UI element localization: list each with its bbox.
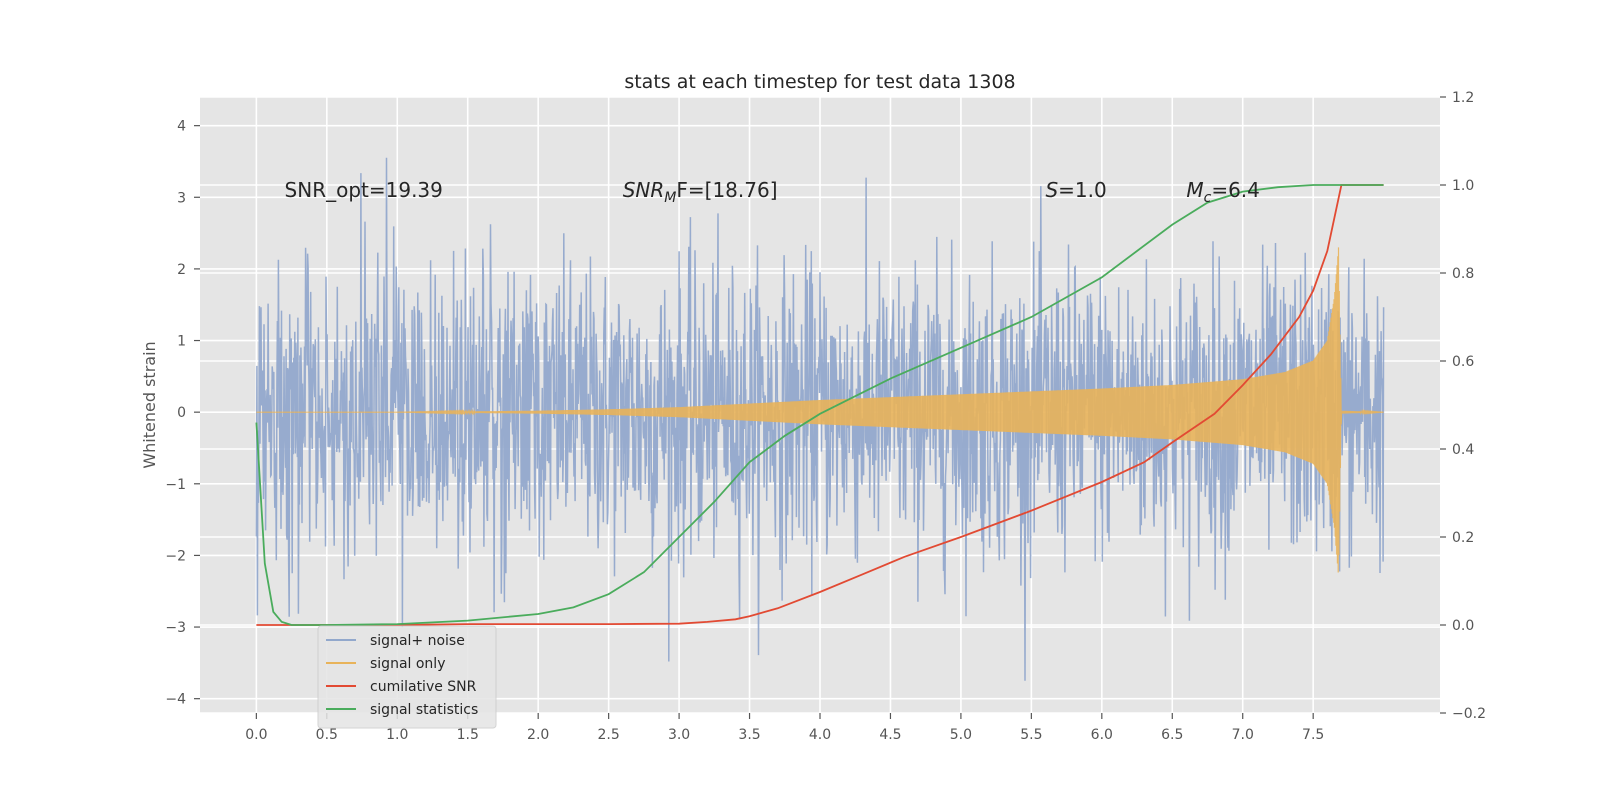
right-axis: −0.2 0.0 0.2 0.4 0.6 0.8 1.0 1.2 [1440, 90, 1486, 722]
y-axis-label: Whitened strain [140, 341, 159, 468]
x-tick-label: 6.5 [1161, 727, 1183, 743]
series-cumilative-snr-line [256, 184, 1384, 626]
left-axis: −4 −3 −2 −1 0 1 2 3 4 [165, 119, 200, 708]
annotation-text: Mc=6.4 [1186, 178, 1260, 206]
series-signal-noise-line [255, 157, 1385, 681]
y-tick-label: 1 [177, 334, 186, 350]
y2-tick-label: 0.4 [1452, 442, 1474, 458]
x-tick-label: 1.0 [386, 727, 408, 743]
y-tick-label: 3 [177, 190, 186, 206]
x-tick-label: 5.5 [1020, 727, 1042, 743]
x-tick-label: 3.5 [738, 727, 760, 743]
x-tick-label: 1.5 [457, 727, 479, 743]
x-tick-label: 4.5 [879, 727, 901, 743]
annotation-text: SNR_opt=19.39 [285, 178, 443, 202]
legend-label: cumilative SNR [370, 679, 477, 695]
x-tick-label: 2.0 [527, 727, 549, 743]
x-tick-label: 0.0 [245, 727, 267, 743]
x-tick-label: 0.5 [316, 727, 338, 743]
y-tick-label: −2 [165, 548, 186, 564]
series-layer [255, 157, 1385, 681]
legend-label: signal only [370, 656, 445, 672]
y-tick-label: 0 [177, 405, 186, 421]
y-tick-label: 2 [177, 262, 186, 278]
y2-tick-label: −0.2 [1452, 706, 1486, 722]
x-tick-label: 3.0 [668, 727, 690, 743]
annotation-text: SNRMF=[18.76] [623, 178, 778, 206]
x-tick-label: 6.0 [1091, 727, 1113, 743]
legend-label: signal statistics [370, 702, 478, 718]
y2-tick-label: 0.6 [1452, 354, 1474, 370]
legend-box [317, 625, 497, 729]
annotation-text: S=1.0 [1045, 178, 1106, 202]
y-tick-label: 4 [177, 119, 186, 135]
x-tick-label: 5.0 [950, 727, 972, 743]
x-tick-label: 2.5 [598, 727, 620, 743]
y2-tick-label: 0.0 [1452, 618, 1474, 634]
y-tick-label: −3 [165, 620, 186, 636]
x-tick-label: 7.0 [1232, 727, 1254, 743]
series-signal-only-line [256, 247, 1384, 573]
chart-title: stats at each timestep for test data 130… [624, 71, 1015, 93]
x-tick-label: 4.0 [809, 727, 831, 743]
y-tick-label: −1 [165, 477, 186, 493]
y-tick-label: −4 [165, 692, 186, 708]
y2-tick-label: 1.0 [1452, 178, 1474, 194]
x-axis: 0.0 0.5 1.0 1.5 2.0 2.5 3.0 3.5 4.0 4.5 5.0 5.5 6.0 6… [245, 713, 1324, 743]
annotations: SNR_opt=19.39 SNRMF=[18.76] S=1.0 Mc=6.4 [285, 178, 1260, 206]
series-signal-statistics-line [255, 184, 1384, 626]
y2-tick-label: 0.8 [1452, 266, 1474, 282]
y2-tick-label: 0.2 [1452, 530, 1474, 546]
legend-label: signal+ noise [370, 633, 465, 649]
legend: signal+ noise signal only cumilative SNR si… [317, 625, 497, 729]
y2-tick-label: 1.2 [1452, 90, 1474, 106]
x-tick-label: 7.5 [1302, 727, 1324, 743]
